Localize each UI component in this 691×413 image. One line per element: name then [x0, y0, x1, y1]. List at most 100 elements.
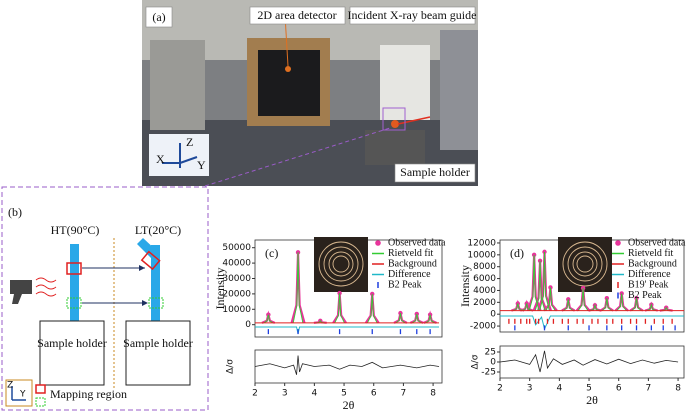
y-tick-label: 4000	[473, 286, 496, 296]
fit-peak	[425, 314, 436, 324]
inset-ring	[567, 246, 603, 282]
label-box	[145, 6, 173, 28]
y-tick-label: 25	[485, 348, 496, 358]
x-tick-label: 4	[556, 384, 562, 394]
y-tick-label: 12000	[467, 238, 496, 248]
legend-marker	[375, 240, 381, 246]
axis-y: Y	[197, 158, 206, 172]
lt-label: LT(20°C)	[135, 223, 181, 237]
diagram	[1, 127, 391, 411]
y-tick-label: 30000	[222, 274, 251, 284]
y-tick-label: -25	[481, 368, 496, 378]
fit-peak	[545, 287, 556, 311]
axis-y: Y	[19, 390, 26, 400]
fit-peak	[601, 298, 612, 311]
x-tick-label: 8	[675, 384, 681, 394]
y-axis-label: Intensity	[213, 268, 227, 310]
fit-peak	[631, 298, 642, 311]
legend-label: B2 Peak	[628, 290, 662, 301]
x-axis-label: 2θ	[586, 393, 598, 407]
inset-image	[558, 237, 612, 292]
beam-label: Incident X-ray beam guide	[348, 8, 477, 22]
y-tick-label: 20000	[222, 289, 251, 299]
residual-frame	[499, 345, 685, 379]
holder-label: Sample holder	[400, 165, 470, 179]
fit-peak	[577, 288, 589, 311]
y-axis-label: Intensity	[458, 265, 472, 307]
legend-label: Background	[388, 258, 437, 269]
y-tick-label: 0	[490, 310, 496, 320]
residual-line	[499, 350, 679, 373]
panel-label: (d)	[510, 246, 524, 260]
y-tick-label: -2000	[470, 322, 496, 332]
fit-peak	[395, 313, 406, 324]
x-tick-label: 2	[497, 384, 503, 394]
series-line	[500, 315, 684, 331]
x-tick-label: 7	[646, 384, 652, 394]
label-box	[394, 163, 476, 183]
inset-image	[314, 237, 368, 292]
fit-peak	[646, 302, 657, 312]
legend-label: Rietveld fit	[388, 248, 433, 259]
axis-x: X	[156, 152, 165, 166]
holder-label: Sample holder	[123, 336, 193, 350]
fit-peak	[292, 252, 304, 323]
detector-label: 2D area detector	[257, 8, 336, 22]
legend-label: Difference	[628, 269, 671, 280]
legend-marker	[615, 240, 621, 246]
x-axis-label: 2θ	[343, 398, 355, 412]
residual-line	[254, 355, 440, 375]
fit-peak	[590, 303, 600, 312]
fit-peak	[534, 260, 546, 311]
y-tick-label: 6000	[473, 274, 496, 284]
y-tick-label: 8000	[473, 262, 496, 272]
y-tick-label: 0	[490, 358, 496, 368]
label-box	[349, 6, 476, 25]
fit-peak	[563, 299, 574, 311]
x-tick-label: 4	[311, 389, 317, 399]
series-line	[255, 326, 440, 335]
fit-peak	[411, 313, 422, 324]
axis-z: Z	[186, 135, 193, 149]
fit-peak	[367, 293, 378, 324]
residual-frame	[254, 349, 443, 384]
x-tick-label: 3	[527, 384, 533, 394]
legend-label: Observed data	[388, 237, 446, 248]
fit-peak	[616, 293, 627, 311]
x-tick-label: 6	[371, 389, 377, 399]
legend-label: B19' Peak	[628, 279, 668, 290]
y-tick-label: 50000	[222, 243, 251, 253]
panel-label: (a)	[152, 10, 165, 24]
x-tick-label: 2	[252, 389, 258, 399]
legend-label: Observed data	[628, 237, 686, 248]
fit-peak	[263, 314, 274, 324]
mapping-label: Mapping region	[50, 387, 127, 401]
ht-label: HT(90°C)	[51, 223, 100, 237]
legend-label: B2 Peak	[388, 279, 422, 290]
residual-label: Δ/σ	[471, 354, 481, 369]
legend-label: Background	[628, 258, 677, 269]
inset-ring	[323, 246, 359, 282]
fit-peak	[528, 254, 540, 311]
holder-label: Sample holder	[37, 336, 107, 350]
x-tick-label: 7	[401, 389, 407, 399]
residual-label: Δ/σ	[226, 359, 236, 374]
y-tick-label: 0	[245, 320, 251, 330]
inset-ring	[318, 241, 364, 287]
inset-ring	[332, 255, 350, 273]
panel-label: (c)	[265, 246, 278, 260]
legend-label: Difference	[388, 269, 431, 280]
y-tick-label: 10000	[222, 305, 251, 315]
x-tick-label: 8	[430, 389, 436, 399]
fit-peak	[539, 251, 550, 311]
x-tick-label: 3	[282, 389, 288, 399]
photo	[142, 0, 478, 186]
fit-peak	[521, 303, 532, 312]
panel-label: (b)	[8, 205, 22, 219]
inset-ring	[562, 241, 608, 287]
y-tick-label: 2000	[473, 298, 496, 308]
x-tick-label: 5	[586, 384, 592, 394]
inset-ring	[576, 255, 594, 273]
label-box	[249, 6, 346, 25]
